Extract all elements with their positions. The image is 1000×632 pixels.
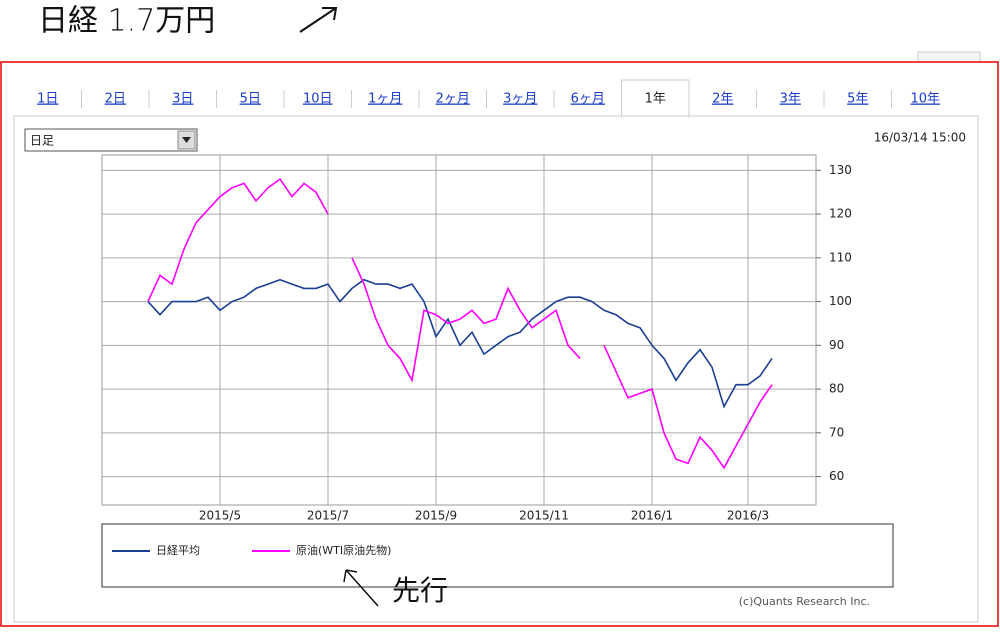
x-tick-label: 2015/7 [307, 509, 349, 523]
y-tick-label: 80 [829, 382, 844, 396]
tab-cover [622, 112, 688, 118]
x-tick-label: 2016/1 [631, 509, 673, 523]
series-line [147, 278, 773, 409]
tab-bar: 1日 2日 3日 5日 10日 1ヶ月 2ヶ月 3ヶ月 6ヶ月 1年 2年 3年 5年 10年 [37, 79, 940, 118]
handwritten-note: 先行 [392, 574, 448, 607]
y-tick-label: 90 [829, 338, 844, 352]
y-tick-label: 130 [829, 163, 852, 177]
y-tick-label: 60 [829, 469, 844, 483]
panel [13, 115, 979, 623]
timestamp: 16/03/14 15:00 [874, 131, 966, 145]
dropdown[interactable] [24, 128, 198, 152]
hand-arrow [343, 569, 379, 607]
tab-link[interactable]: 2ヶ月 [436, 92, 470, 107]
tab-link[interactable]: 5日 [240, 92, 261, 107]
tab-label: 1年 [645, 92, 666, 107]
x-tick-label: 2016/3 [727, 509, 769, 523]
tab-link[interactable]: 1日 [37, 92, 58, 107]
handwritten-note: 日経 1.7万円 [38, 4, 215, 39]
y-tick-label: 120 [829, 207, 852, 221]
tab-link[interactable]: 10年 [910, 92, 940, 107]
x-tick-label: 2015/9 [415, 509, 457, 523]
plot: 60 70 80 90 100 110 120 130 2015/5 2015/7 2015/9 20… [102, 155, 852, 523]
tab-link[interactable]: 1ヶ月 [368, 92, 402, 107]
x-tick-label: 2015/5 [199, 509, 241, 523]
tab-link[interactable]: 10日 [303, 92, 333, 107]
series-line [147, 177, 773, 470]
tab-link[interactable]: 3日 [172, 92, 193, 107]
tab-link[interactable]: 5年 [847, 92, 868, 107]
hand-arrow [299, 7, 338, 33]
legend-label: 原油(WTI原油先物) [296, 543, 391, 557]
y-tick-label: 70 [829, 425, 844, 439]
y-tick-label: 100 [829, 294, 852, 308]
tab-link[interactable]: 3年 [780, 92, 801, 107]
dropdown-label: 日足 [30, 134, 54, 148]
dropdown-arrow [182, 137, 191, 143]
y-tick-label: 110 [829, 250, 852, 264]
tab-link[interactable]: 2日 [105, 92, 126, 107]
x-tick-label: 2015/11 [519, 509, 569, 523]
tab-link[interactable]: 2年 [712, 92, 733, 107]
tab-link[interactable]: 6ヶ月 [571, 92, 605, 107]
legend-box [101, 523, 894, 588]
tab-link[interactable]: 3ヶ月 [503, 92, 537, 107]
legend: 日経平均 原油(WTI原油先物) [112, 543, 391, 557]
plot-area [101, 154, 817, 506]
credit: (c)Quants Research Inc. [739, 595, 870, 608]
legend-label: 日経平均 [156, 544, 200, 557]
